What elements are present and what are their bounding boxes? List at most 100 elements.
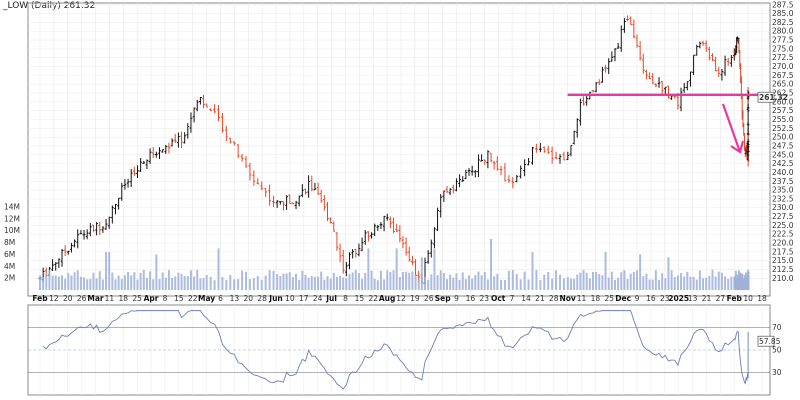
volume-bar	[664, 278, 667, 290]
volume-bar	[493, 276, 496, 290]
x-tick-label: 26	[77, 294, 87, 303]
volume-bar	[139, 272, 142, 290]
volume-bar	[667, 257, 670, 290]
volume-bar	[288, 272, 291, 290]
volume-bar	[117, 275, 120, 290]
volume-bar	[276, 274, 279, 290]
volume-bar	[323, 279, 326, 290]
x-tick-label: 8	[343, 294, 348, 303]
x-tick-label: 18	[757, 294, 767, 303]
volume-bar	[423, 276, 426, 290]
volume-bar	[651, 279, 654, 290]
x-tick-label: Jul	[325, 294, 337, 303]
volume-bar	[64, 278, 67, 290]
y-tick-label: 217.5	[772, 247, 794, 256]
y-tick-label: 230.0	[772, 203, 794, 212]
x-tick-label: 13	[688, 294, 698, 303]
y-tick-label: 270.0	[772, 62, 794, 71]
volume-bar	[130, 275, 133, 290]
y-tick-label: 280.0	[772, 27, 794, 36]
y-tick-label: 260.0	[772, 97, 794, 106]
volume-bar	[158, 279, 161, 290]
x-tick-label: 17	[299, 294, 309, 303]
x-tick-label: 25	[604, 294, 614, 303]
volume-bar	[477, 271, 480, 290]
volume-bar	[642, 276, 645, 290]
volume-bar	[83, 277, 86, 290]
x-tick-label: 8	[163, 294, 168, 303]
volume-bar	[639, 254, 642, 290]
rsi-value-box	[757, 335, 775, 347]
volume-bar	[351, 272, 354, 290]
volume-bar	[636, 270, 639, 290]
x-tick-label: May	[198, 294, 215, 303]
volume-bar	[145, 277, 148, 290]
volume-bar	[547, 271, 550, 290]
x-tick-label: 20	[243, 294, 253, 303]
rsi-value-label: 57.85	[759, 337, 781, 346]
volume-bar	[279, 276, 282, 290]
x-tick-label: 23	[480, 294, 490, 303]
volume-bar	[39, 275, 41, 290]
volume-bar	[361, 278, 364, 290]
volume-bar	[689, 276, 692, 290]
volume-bar	[535, 269, 538, 290]
volume-bar	[186, 276, 189, 290]
x-tick-label: Dec	[615, 294, 631, 303]
volume-bar	[264, 275, 267, 290]
volume-bar	[420, 257, 423, 290]
x-tick-label: 23	[660, 294, 670, 303]
volume-bar	[67, 272, 70, 290]
volume-bar	[414, 274, 417, 290]
volume-bar	[452, 277, 455, 290]
x-tick-label: 16	[466, 294, 476, 303]
volume-bar	[727, 278, 730, 290]
volume-bar	[629, 273, 632, 290]
volume-bar	[661, 273, 664, 290]
volume-bar	[136, 279, 139, 290]
volume-bar	[543, 274, 546, 290]
volume-bar	[626, 279, 629, 290]
volume-bar	[680, 272, 683, 290]
x-tick-label: 19	[410, 294, 420, 303]
volume-bar	[120, 278, 123, 290]
volume-bar	[471, 278, 474, 290]
volume-bar	[108, 252, 111, 290]
volume-bar	[408, 272, 411, 290]
volume-bar	[205, 274, 208, 290]
volume-bar	[199, 278, 202, 290]
x-tick-label: 22	[368, 294, 378, 303]
y-tick-label: 227.5	[772, 212, 794, 221]
last-price-box	[757, 91, 775, 103]
volume-bar	[724, 276, 727, 290]
volume-tick-label: 14M	[4, 202, 20, 211]
volume-bar	[711, 269, 714, 290]
volume-bar	[332, 272, 335, 290]
volume-bar	[555, 270, 558, 290]
y-tick-label: 252.5	[772, 124, 794, 133]
volume-bar	[268, 270, 271, 290]
volume-bar	[531, 252, 534, 290]
volume-bar	[291, 277, 294, 290]
volume-bar	[720, 272, 723, 290]
volume-bar	[335, 276, 338, 290]
volume-bar	[566, 277, 569, 290]
volume-bar	[177, 272, 180, 290]
x-tick-label: Feb	[32, 294, 48, 303]
volume-bar	[673, 276, 676, 290]
y-tick-label: 237.5	[772, 177, 794, 186]
volume-bar	[692, 276, 695, 290]
volume-bar	[45, 273, 48, 290]
volume-bar	[446, 279, 449, 290]
volume-bar	[174, 276, 177, 290]
y-tick-label: 240.0	[772, 168, 794, 177]
volume-bar	[632, 272, 635, 290]
volume-bar	[213, 280, 216, 290]
y-tick-label: 250.0	[772, 133, 794, 142]
volume-bar	[714, 276, 717, 290]
volume-bar	[225, 280, 228, 290]
volume-bar	[486, 279, 489, 290]
volume-bar	[411, 271, 414, 290]
y-tick-label: 210.0	[772, 274, 794, 283]
volume-bar	[515, 273, 518, 290]
